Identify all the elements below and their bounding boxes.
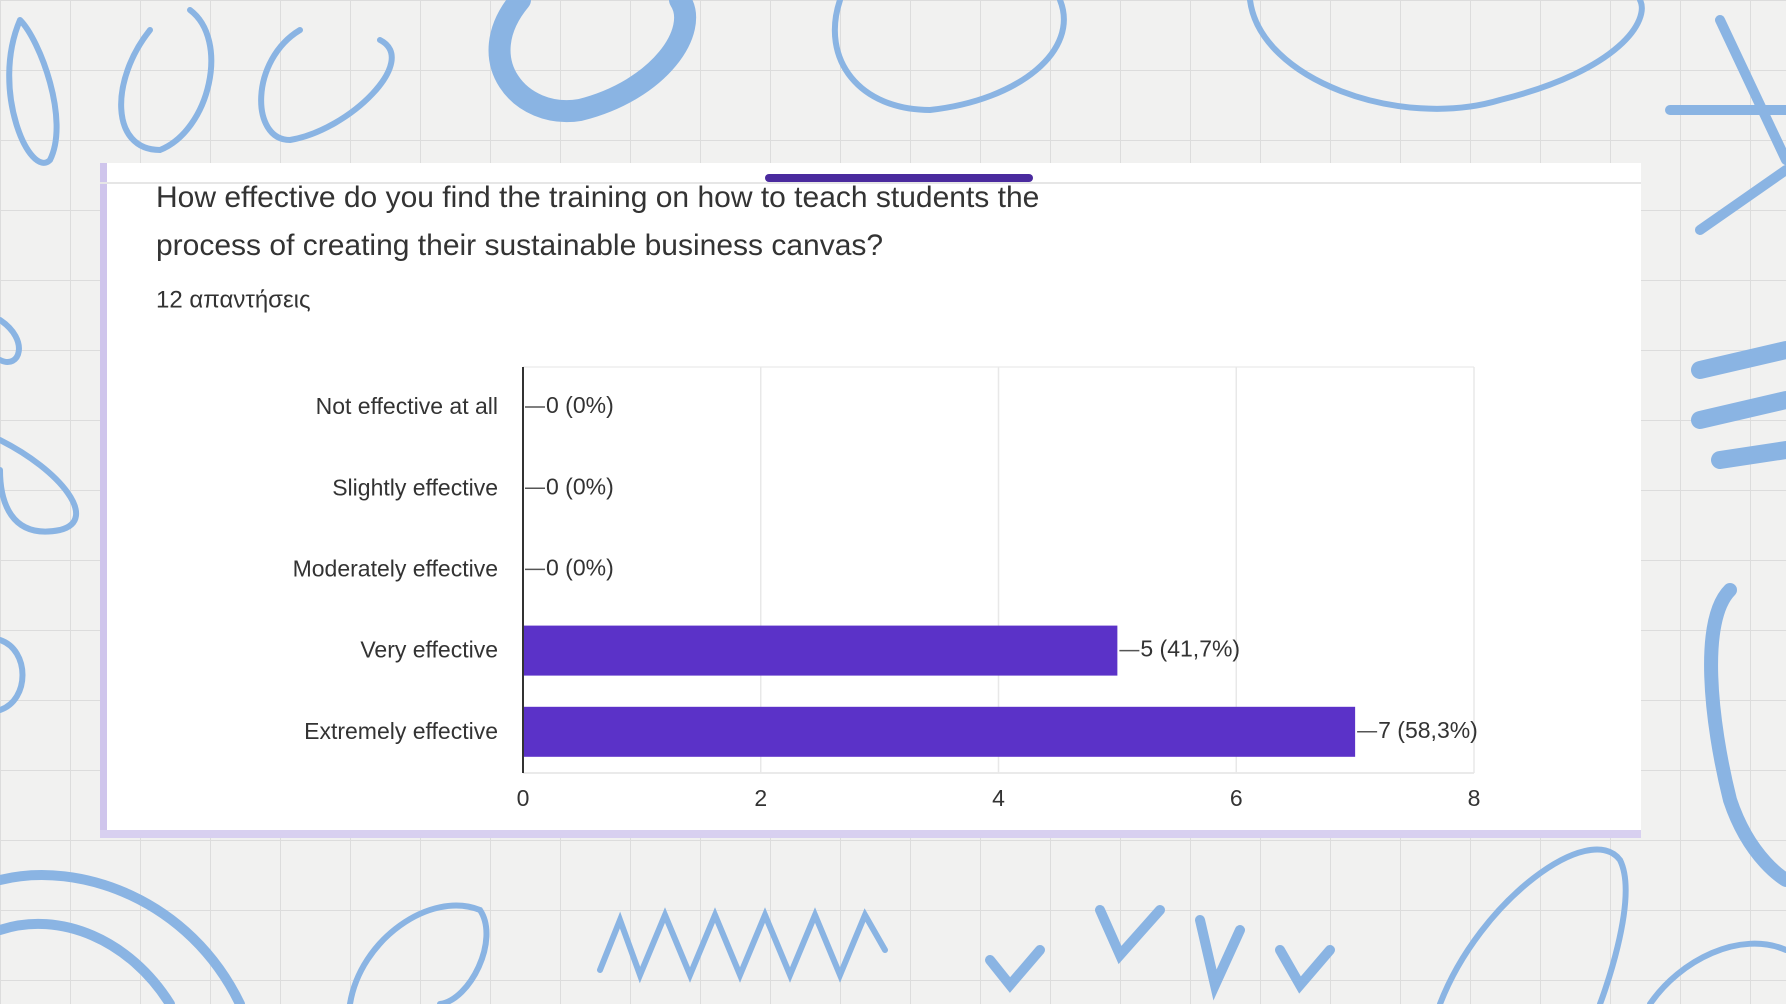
y-tick-label: Very effective: [360, 637, 498, 663]
value-label: 5 (41,7%): [1140, 636, 1240, 662]
bar: [523, 706, 1356, 757]
bar: [523, 625, 1118, 676]
x-tick-label: 0: [517, 785, 530, 811]
value-label: 0 (0%): [546, 473, 614, 499]
y-tick-label: Slightly effective: [332, 474, 498, 500]
x-tick-label: 2: [754, 785, 767, 811]
x-tick-label: 8: [1468, 785, 1481, 811]
card-bottom-border: [100, 830, 1641, 838]
chart-subtitle: 12 απαντήσεις: [156, 286, 311, 313]
tab-indicator: [765, 174, 1033, 182]
x-tick-label: 6: [1230, 785, 1243, 811]
y-tick-label: Moderately effective: [293, 555, 498, 581]
chart-title: How effective do you find the training o…: [156, 181, 1039, 262]
value-label: 0 (0%): [546, 392, 614, 418]
x-tick-label: 4: [992, 785, 1005, 811]
y-tick-label: Extremely effective: [304, 718, 498, 744]
value-label: 0 (0%): [546, 554, 614, 580]
value-label: 7 (58,3%): [1378, 717, 1478, 743]
plot: 0 2 4 6 8 Not effective at all 0 (0%) Slightly …: [293, 366, 1481, 811]
y-tick-label: Not effective at all: [316, 393, 498, 419]
card-left-border: [100, 163, 107, 837]
